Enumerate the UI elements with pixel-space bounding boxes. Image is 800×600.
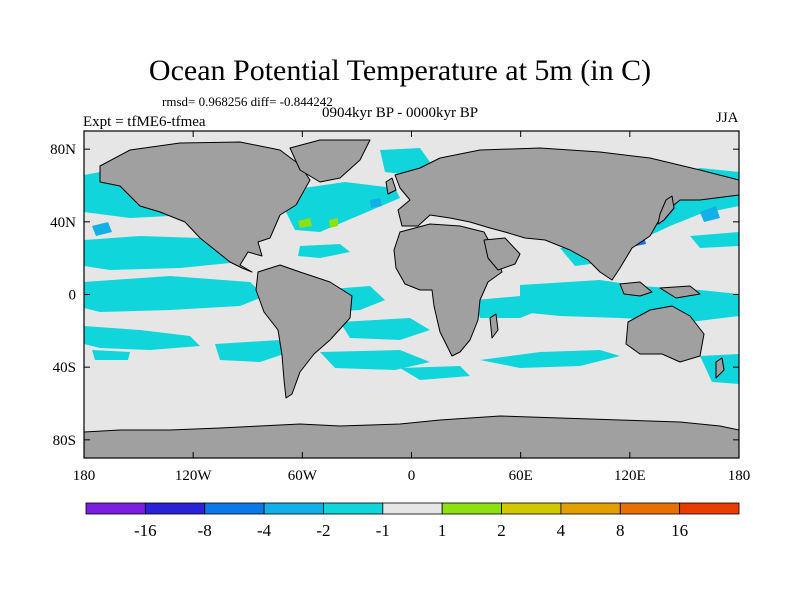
colorbar-swatch: [560, 502, 621, 515]
colorbar-label: 4: [557, 521, 566, 540]
new-guinea: [659, 285, 701, 299]
colorbar-label: 8: [616, 521, 625, 540]
colorbar-swatch: [501, 502, 562, 515]
x-tick-label: 180: [728, 468, 751, 484]
uk: [385, 177, 397, 195]
x-tick-label: 120W: [175, 468, 213, 484]
colorbar-swatch: [679, 502, 740, 515]
colorbar-swatch: [204, 502, 265, 515]
y-axis: 80N 40N 0 40S 80S: [50, 142, 739, 449]
colorbar-swatch: [85, 502, 146, 515]
colorbar-swatch: [619, 502, 681, 515]
x-tick-label: 0: [408, 468, 416, 484]
greenland: [289, 139, 371, 183]
colorbar-label: 16: [671, 521, 688, 540]
colorbar-label: -16: [134, 521, 157, 540]
colorbar-label: -1: [376, 521, 390, 540]
x-tick-label: 120E: [614, 468, 646, 484]
stats-line: rmsd= 0.968256 diff= -0.844242: [162, 94, 333, 109]
y-tick-label: 80N: [50, 142, 76, 158]
colorbar-label: -8: [198, 521, 212, 540]
eurasia: [394, 147, 739, 281]
antarctica: [84, 415, 739, 458]
y-tick-label: 40S: [53, 360, 76, 376]
south-america: [255, 264, 353, 399]
madagascar: [489, 313, 499, 339]
colorbar: -16 -8 -4 -2 -1 1 2 4 8 16: [85, 502, 740, 540]
colorbar-label: -4: [257, 521, 272, 540]
colorbar-swatch: [144, 502, 206, 515]
colorbar-swatch: [441, 502, 502, 515]
indonesia: [619, 281, 653, 297]
y-tick-label: 40N: [50, 215, 76, 231]
australia: [625, 305, 705, 363]
arabia: [483, 237, 521, 271]
chart-title: Ocean Potential Temperature at 5m (in C): [148, 54, 652, 87]
x-tick-label: 60W: [288, 468, 318, 484]
north-america: [99, 141, 311, 273]
land-masses: [84, 139, 739, 458]
experiment-label: Expt = tfME6-tfmea: [83, 114, 206, 130]
japan: [657, 195, 675, 225]
colorbar-label: 1: [438, 521, 447, 540]
y-tick-label: 0: [69, 288, 77, 304]
x-tick-label: 60E: [509, 468, 533, 484]
period-label: 0904kyr BP - 0000kyr BP: [322, 105, 479, 121]
new-zealand: [715, 357, 725, 379]
x-tick-label: 180: [73, 468, 96, 484]
colorbar-swatch: [382, 502, 443, 515]
colorbar-swatch: [263, 502, 324, 515]
africa: [393, 223, 503, 357]
y-tick-label: 80S: [53, 433, 76, 449]
colorbar-label: -2: [316, 521, 330, 540]
x-axis: 180 120W 60W 0 60E 120E 180: [73, 131, 751, 484]
colorbar-swatch: [323, 502, 384, 515]
season-label: JJA: [716, 110, 739, 126]
colorbar-label: 2: [497, 521, 506, 540]
